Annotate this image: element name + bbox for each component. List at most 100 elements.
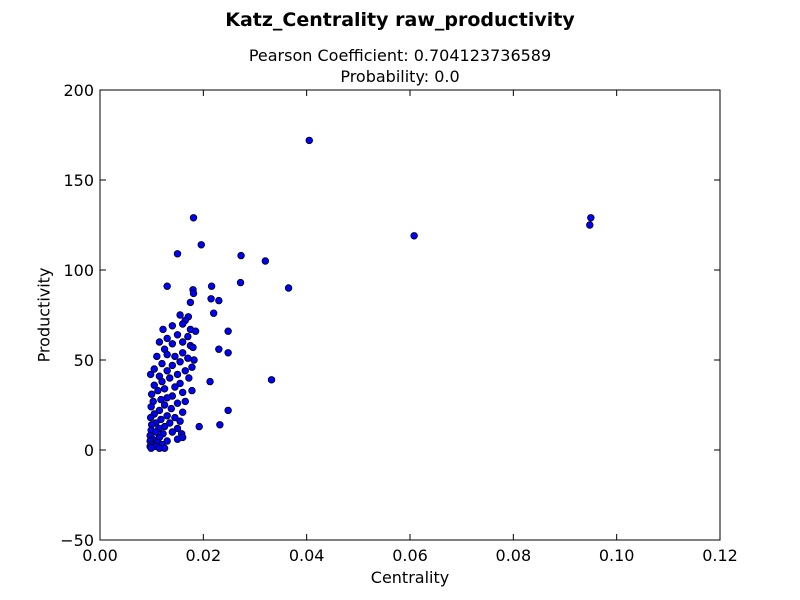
data-point [157,395,165,404]
data-point [168,361,177,370]
data-point [410,232,418,240]
data-point [215,345,223,353]
data-point [305,136,313,145]
x-tick-label: 0.00 [82,546,118,565]
data-point [163,367,171,375]
data-point [173,250,182,258]
data-point [163,437,171,445]
y-tick-label: 50 [74,351,94,370]
data-point [168,322,177,330]
data-point [171,352,179,361]
data-point [206,377,214,386]
data-point [189,289,198,298]
data-point [154,386,162,395]
points-layer [146,136,595,452]
y-tick-label: 150 [63,171,94,190]
data-point [171,383,179,391]
data-point [173,435,182,443]
data-point [188,386,196,395]
data-point [215,296,223,305]
data-point [176,358,184,366]
data-point [146,370,155,379]
data-point [171,413,179,422]
data-point [158,359,166,368]
data-point [173,424,182,433]
data-point [157,415,165,424]
data-point [173,331,182,339]
data-point [163,350,171,359]
y-tick-label: 200 [63,81,94,100]
data-point [178,320,187,328]
data-point [155,406,164,415]
data-point [224,327,232,335]
x-tick-label: 0.10 [599,546,635,565]
data-point [188,363,196,371]
data-point [168,428,177,436]
x-tick-label: 0.08 [496,546,532,565]
data-point [163,412,171,420]
data-point [158,377,166,386]
data-point [159,325,167,334]
chart-subtitle-pearson: Pearson Coefficient: 0.704123736589 [248,46,552,65]
data-point [166,374,174,382]
data-point [224,406,232,415]
data-point [178,408,187,416]
x-tick-label: 0.12 [702,546,738,565]
data-point [176,417,184,425]
data-point [185,374,193,382]
data-point [146,413,155,422]
data-point [178,349,187,357]
data-point [216,421,224,429]
data-point [189,214,198,222]
data-point [150,381,158,389]
data-point [224,349,232,357]
data-point [587,214,595,222]
data-point [207,282,216,290]
data-point [150,365,158,373]
data-point [173,399,182,407]
data-point [147,403,155,411]
data-point [184,332,192,341]
data-point [189,343,197,352]
x-tick-label: 0.04 [289,546,325,565]
y-tick-label: −50 [60,531,94,550]
data-point [160,385,169,393]
plot-frame [99,89,721,541]
data-point [195,422,203,431]
data-point [176,311,184,319]
x-tick-label: 0.06 [392,546,428,565]
data-point [186,298,195,307]
data-point [178,338,187,346]
data-point [153,352,161,361]
data-point [163,394,171,402]
x-axis-label: Centrality [370,568,450,587]
data-point [168,340,177,348]
data-point [163,282,171,290]
data-point [147,444,155,452]
y-tick-label: 100 [63,261,94,280]
data-point [184,354,192,362]
data-point [176,379,184,388]
data-point [160,401,169,409]
data-point [166,419,174,427]
data-point [191,327,200,335]
axes-layer: 0.00 0.02 0.04 0.06 0.08 0.10 0.12 −50 0 50 100 150… [60,81,738,565]
x-tick-label: 0.02 [186,546,222,565]
y-tick-label: 0 [84,441,94,460]
y-axis-label: Productivity [34,267,54,363]
data-point [197,241,205,249]
data-point [181,397,189,406]
data-point [152,428,160,436]
data-point [261,257,270,265]
data-point [207,295,215,303]
data-point [173,370,182,379]
data-point [178,388,187,397]
data-point [209,309,218,317]
data-point [236,278,245,287]
data-point [586,221,594,229]
data-point [147,390,156,398]
data-point [163,334,171,343]
data-point [160,444,169,452]
data-point [237,251,245,260]
